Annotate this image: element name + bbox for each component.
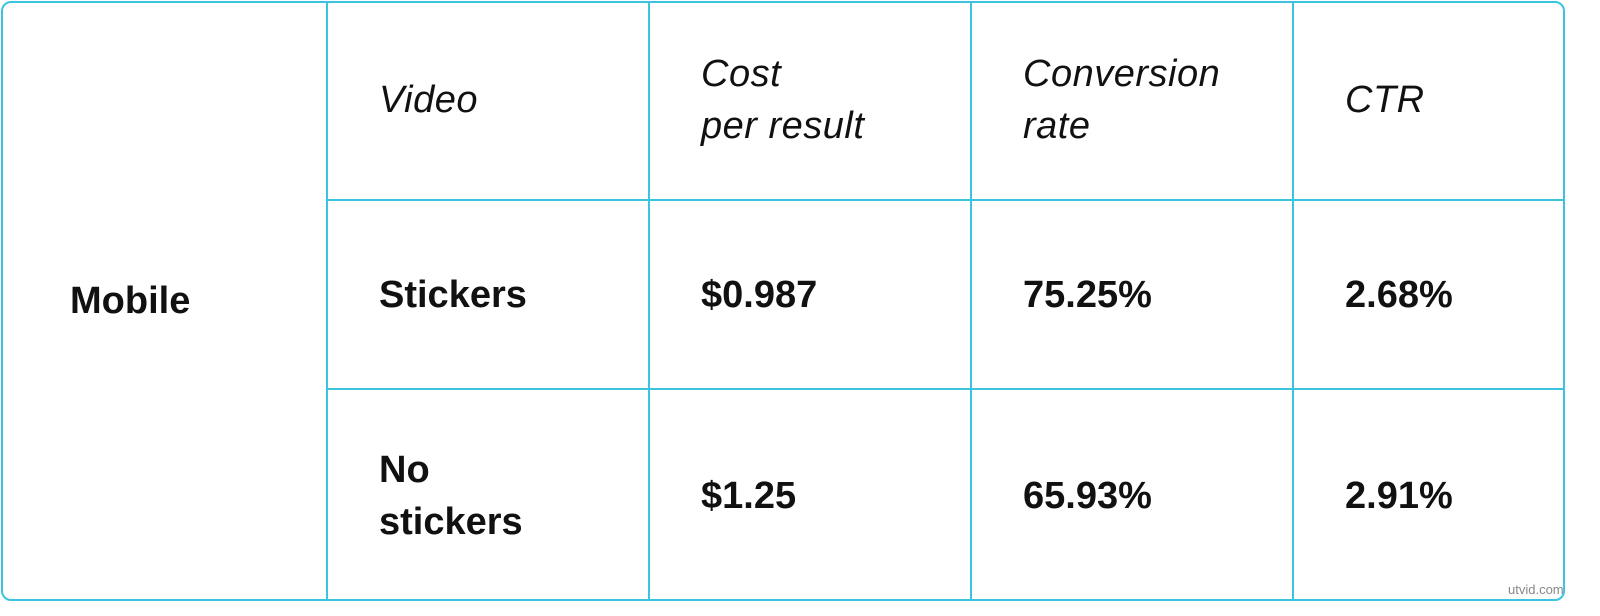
data-cell: 75.25% — [1023, 273, 1152, 316]
column-header: CTR — [1345, 79, 1425, 121]
column-header: Video — [379, 79, 479, 121]
row-header: Mobile — [70, 280, 191, 322]
column-line — [648, 1, 650, 601]
column-line — [970, 1, 972, 601]
row-line — [327, 388, 1565, 390]
watermark: utvid.com — [1508, 582, 1564, 597]
column-line — [1292, 1, 1294, 601]
row-line — [327, 199, 1565, 201]
row-label: No stickers — [379, 448, 523, 543]
row-label: Stickers — [379, 273, 527, 316]
column-header: Conversion rate — [1023, 53, 1221, 147]
data-cell: 2.68% — [1345, 273, 1453, 316]
table-frame — [1, 1, 1565, 601]
data-cell: $0.987 — [701, 273, 818, 316]
column-header: Cost per result — [701, 53, 865, 147]
data-cell: 65.93% — [1023, 474, 1152, 517]
data-cell: $1.25 — [701, 474, 797, 517]
data-cell: 2.91% — [1345, 474, 1453, 517]
column-line — [326, 1, 328, 601]
